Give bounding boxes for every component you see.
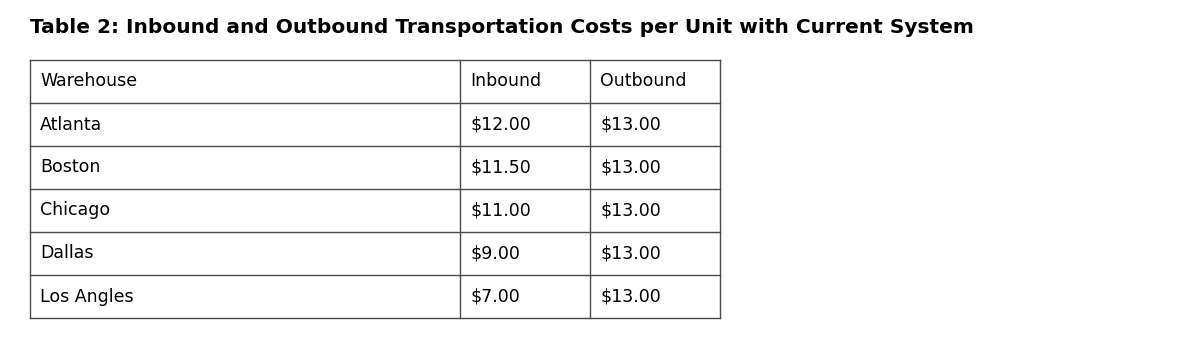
Text: Los Angles: Los Angles (39, 288, 134, 305)
Text: $9.00: $9.00 (470, 245, 520, 263)
Text: Atlanta: Atlanta (39, 116, 102, 133)
Text: Inbound: Inbound (470, 73, 541, 91)
Text: $13.00: $13.00 (600, 288, 660, 305)
Text: $13.00: $13.00 (600, 158, 660, 176)
Text: Chicago: Chicago (39, 201, 110, 220)
Text: Warehouse: Warehouse (39, 73, 138, 91)
Text: $13.00: $13.00 (600, 201, 660, 220)
Text: Boston: Boston (39, 158, 100, 176)
Text: $12.00: $12.00 (470, 116, 531, 133)
Text: $7.00: $7.00 (470, 288, 520, 305)
Text: Outbound: Outbound (600, 73, 687, 91)
Text: $13.00: $13.00 (600, 245, 660, 263)
Text: Table 2: Inbound and Outbound Transportation Costs per Unit with Current System: Table 2: Inbound and Outbound Transporta… (30, 18, 974, 37)
Text: $13.00: $13.00 (600, 116, 660, 133)
Text: Dallas: Dallas (39, 245, 93, 263)
Text: $11.00: $11.00 (470, 201, 531, 220)
Text: $11.50: $11.50 (470, 158, 531, 176)
